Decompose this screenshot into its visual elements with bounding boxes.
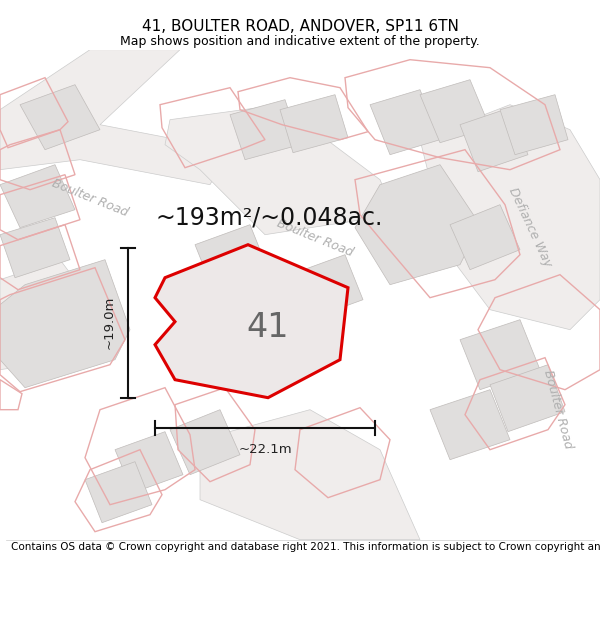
Polygon shape [460, 107, 528, 172]
Polygon shape [500, 94, 568, 154]
Polygon shape [165, 104, 395, 234]
Polygon shape [115, 432, 183, 492]
Polygon shape [0, 260, 130, 388]
Text: ~22.1m: ~22.1m [238, 443, 292, 456]
Polygon shape [230, 99, 300, 159]
Text: 41, BOULTER ROAD, ANDOVER, SP11 6TN: 41, BOULTER ROAD, ANDOVER, SP11 6TN [142, 19, 458, 34]
Text: Defiance Way: Defiance Way [506, 186, 554, 269]
Text: Contains OS data © Crown copyright and database right 2021. This information is : Contains OS data © Crown copyright and d… [11, 542, 600, 552]
Polygon shape [430, 390, 510, 460]
Polygon shape [0, 260, 90, 369]
Text: Boulter Road: Boulter Road [275, 216, 355, 259]
Polygon shape [195, 224, 268, 290]
Polygon shape [0, 217, 70, 278]
Polygon shape [225, 278, 298, 342]
Text: Boulter Road: Boulter Road [541, 369, 575, 451]
Polygon shape [420, 104, 600, 330]
Text: Boulter Road: Boulter Road [50, 176, 130, 219]
Polygon shape [490, 364, 565, 432]
Text: 41: 41 [247, 311, 289, 344]
Polygon shape [460, 319, 540, 390]
Polygon shape [420, 79, 490, 142]
Polygon shape [0, 49, 230, 185]
Polygon shape [355, 164, 480, 285]
Polygon shape [170, 410, 240, 475]
Text: ~193m²/~0.048ac.: ~193m²/~0.048ac. [155, 206, 382, 229]
Polygon shape [370, 89, 440, 154]
Polygon shape [450, 205, 520, 270]
Polygon shape [155, 244, 348, 398]
Text: Map shows position and indicative extent of the property.: Map shows position and indicative extent… [120, 35, 480, 48]
Polygon shape [280, 94, 348, 152]
Polygon shape [290, 255, 363, 319]
Polygon shape [260, 309, 333, 374]
Polygon shape [20, 84, 100, 149]
Polygon shape [85, 462, 152, 522]
Polygon shape [0, 164, 75, 228]
Text: ~19.0m: ~19.0m [103, 296, 116, 349]
Polygon shape [200, 410, 420, 539]
